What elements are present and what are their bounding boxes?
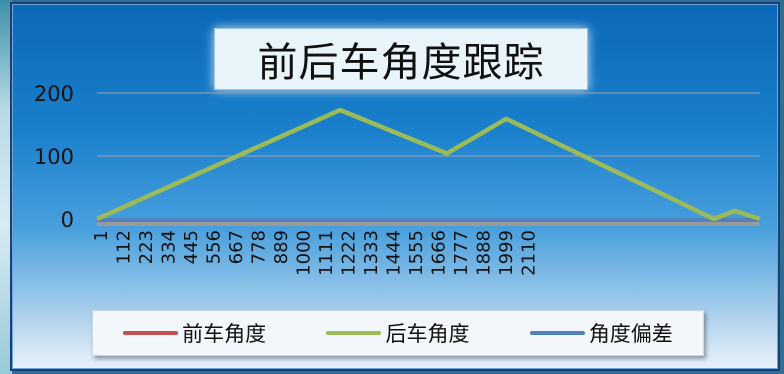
x-tick-label: 889 (271, 230, 292, 264)
y-tick-label: 0 (61, 208, 74, 232)
x-tick-label: 2110 (519, 230, 540, 276)
background-window-edge (0, 0, 12, 374)
x-tick-label: 1777 (451, 230, 472, 276)
x-tick-label: 1555 (406, 230, 427, 276)
legend-swatch-rear-angle (326, 331, 382, 335)
x-tick-label: 1999 (496, 230, 517, 276)
legend-item-angle-deviation: 角度偏差 (529, 318, 673, 348)
series-line-1 (96, 107, 761, 222)
legend: 前车角度 后车角度 角度偏差 (92, 310, 704, 356)
x-tick-label: 1111 (316, 230, 337, 276)
x-tick-label: 1444 (384, 230, 405, 276)
legend-item-front-angle: 前车角度 (123, 318, 266, 348)
y-tick-label: 200 (34, 82, 74, 106)
x-tick-label: 112 (114, 230, 135, 264)
x-tick-label: 1888 (474, 230, 495, 276)
x-tick-label: 223 (136, 230, 157, 264)
x-tick-label: 1 (91, 230, 112, 241)
y-tick-label: 100 (34, 145, 74, 169)
legend-swatch-front-angle (123, 331, 179, 335)
x-tick-label: 556 (204, 230, 225, 264)
series-line-0 (96, 108, 761, 221)
x-tick-label: 1222 (339, 230, 360, 276)
chart-title-box: 前后车角度跟踪 (214, 28, 588, 90)
legend-label-front-angle: 前车角度 (182, 322, 267, 346)
x-tick-label: 1666 (429, 230, 450, 276)
x-tick-label: 1000 (294, 230, 315, 276)
legend-label-angle-deviation: 角度偏差 (588, 322, 673, 346)
x-tick-label: 778 (249, 230, 270, 264)
legend-label-rear-angle: 后车角度 (385, 322, 470, 346)
x-tick-label: 334 (159, 230, 180, 264)
x-tick-label: 667 (226, 230, 247, 264)
legend-swatch-angle-deviation (529, 331, 585, 335)
x-tick-label: 445 (181, 230, 202, 264)
legend-item-rear-angle: 后车角度 (326, 318, 469, 348)
chart-title: 前后车角度跟踪 (257, 40, 545, 86)
x-tick-label: 1333 (361, 230, 382, 276)
